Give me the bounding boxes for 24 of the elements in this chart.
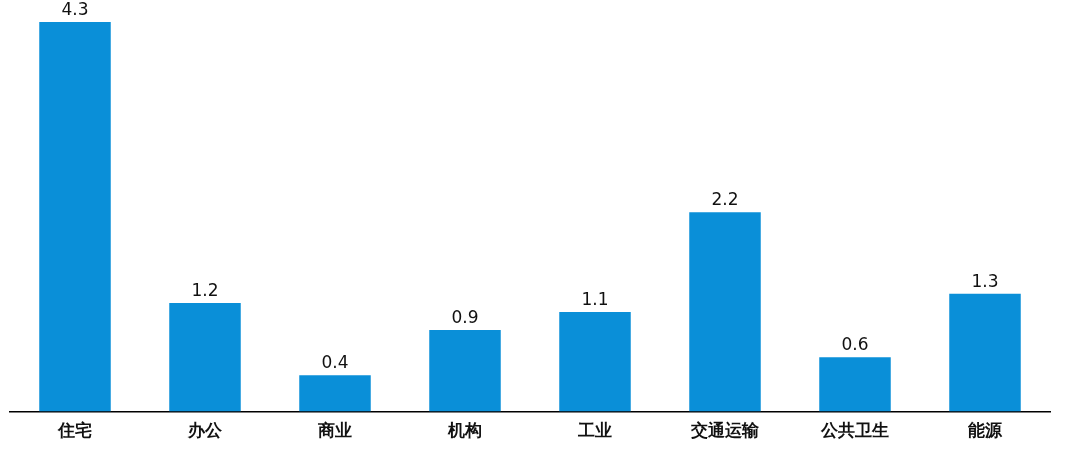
bar (169, 302, 241, 412)
x-tick-label: 能源 (968, 420, 1003, 441)
x-tick-label: 公共卫生 (820, 420, 889, 441)
x-tick-label: 住宅 (57, 420, 92, 441)
bar (819, 357, 891, 412)
bar (299, 375, 371, 412)
data-label: 1.3 (971, 270, 999, 291)
bar (429, 330, 501, 412)
data-label: 4.3 (61, 0, 89, 20)
data-label: 2.2 (711, 189, 739, 210)
x-tick-label: 商业 (317, 420, 352, 441)
bar (949, 293, 1021, 412)
x-tick-label: 机构 (447, 420, 482, 441)
data-label: 0.4 (321, 352, 349, 373)
data-label: 0.9 (451, 307, 479, 327)
data-label: 1.1 (581, 288, 609, 309)
bar (559, 311, 631, 412)
x-tick-label: 办公 (187, 420, 223, 441)
x-tick-label: 工业 (577, 420, 612, 441)
bar (39, 22, 111, 412)
x-tick-label: 交通运输 (690, 420, 760, 441)
data-label: 1.2 (191, 279, 219, 300)
data-label: 0.6 (841, 334, 869, 355)
bar (689, 212, 761, 412)
